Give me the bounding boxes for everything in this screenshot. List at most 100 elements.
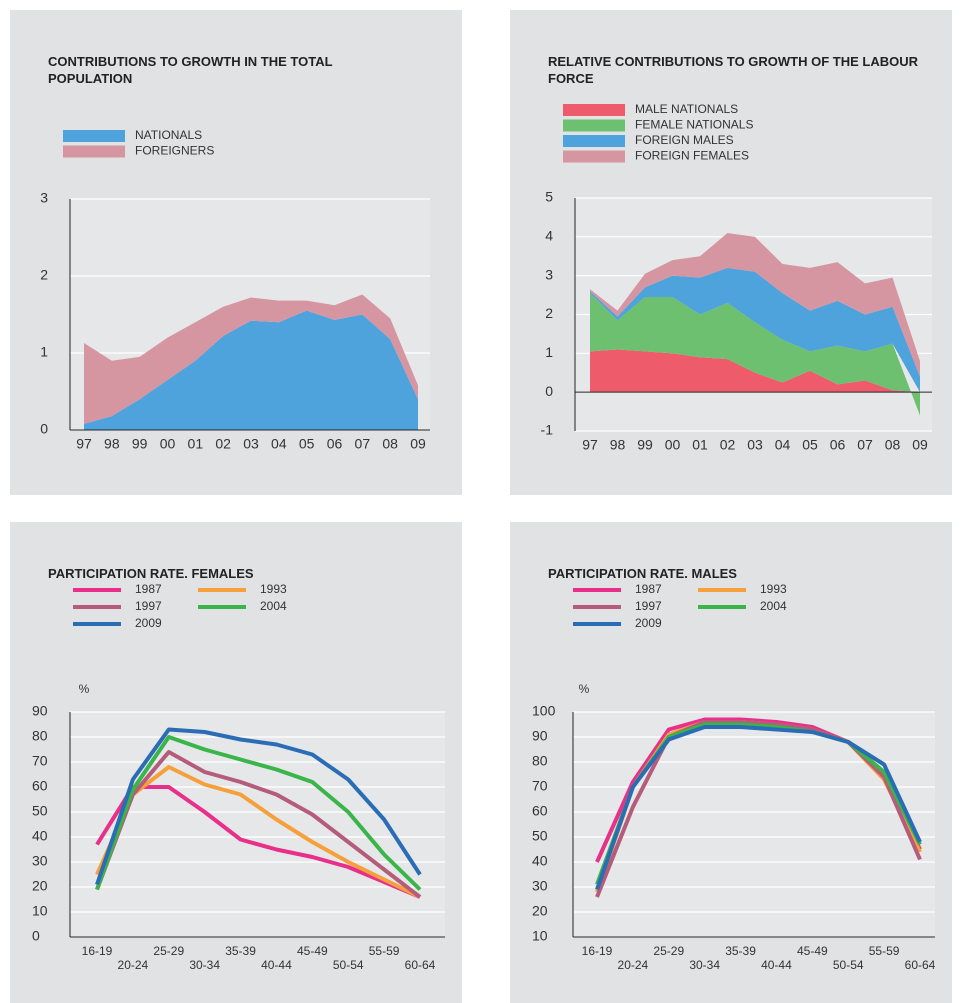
x-tick-label: 30-34 <box>189 958 220 972</box>
chart-title: RELATIVE CONTRIBUTIONS TO GROWTH OF THE … <box>548 54 919 86</box>
x-tick-label: 20-24 <box>118 958 149 972</box>
line <box>95 727 422 886</box>
x-tick-label: 98 <box>104 436 120 452</box>
area <box>590 349 920 393</box>
line <box>95 785 421 899</box>
x-tick-label: 35-39 <box>225 944 256 958</box>
x-tick-label: 04 <box>775 437 791 453</box>
y-tick-label: 100 <box>532 703 556 719</box>
x-tick-label: 05 <box>299 436 315 452</box>
legend-label: 1997 <box>635 599 662 613</box>
plot-area <box>573 712 935 937</box>
area <box>590 232 920 377</box>
y-tick-label: 80 <box>532 753 548 769</box>
area <box>590 293 920 416</box>
x-tick-label: 99 <box>637 437 653 453</box>
legend-label: 1993 <box>260 582 287 596</box>
y-tick-label: 3 <box>545 266 553 282</box>
area <box>84 294 418 424</box>
x-tick-label: 55-59 <box>369 944 400 958</box>
line <box>95 765 421 899</box>
y-tick-label: 0 <box>32 928 40 944</box>
y-tick-label: 5 <box>545 189 553 205</box>
x-tick-label: 45-49 <box>797 944 828 958</box>
y-tick-label: 10 <box>532 928 548 944</box>
y-tick-label: 30 <box>532 878 548 894</box>
x-tick-label: 25-29 <box>653 944 684 958</box>
y-tick-label: -1 <box>541 422 554 438</box>
x-tick-label: 07 <box>355 436 371 452</box>
legend-swatch <box>63 130 125 142</box>
y-tick-label: 10 <box>32 903 48 919</box>
legend-label: 2004 <box>260 599 287 613</box>
x-tick-label: 08 <box>382 436 398 452</box>
chart-title: PARTICIPATION RATE. MALES <box>548 566 737 581</box>
x-tick-label: 50-54 <box>333 958 364 972</box>
area <box>84 310 418 430</box>
x-tick-label: 03 <box>243 436 259 452</box>
y-tick-label: 3 <box>40 190 48 206</box>
x-tick-label: 25-29 <box>153 944 184 958</box>
legend-label: MALE NATIONALS <box>635 102 738 116</box>
y-axis-label: % <box>79 682 90 696</box>
x-tick-label: 97 <box>582 437 598 453</box>
x-tick-label: 01 <box>188 436 204 452</box>
y-tick-label: 50 <box>532 828 548 844</box>
line <box>595 725 922 891</box>
x-tick-label: 02 <box>720 437 736 453</box>
y-tick-label: 0 <box>545 383 553 399</box>
legend-label: 1997 <box>135 599 162 613</box>
y-tick-label: 20 <box>32 878 48 894</box>
x-tick-label: 06 <box>327 436 343 452</box>
y-tick-label: 40 <box>32 828 48 844</box>
y-tick-label: 70 <box>532 778 548 794</box>
y-tick-label: 2 <box>545 305 553 321</box>
plot-area <box>70 712 445 937</box>
legend-label: 1993 <box>760 582 787 596</box>
y-tick-label: 70 <box>32 753 48 769</box>
line <box>95 750 422 899</box>
y-tick-label: 2 <box>40 267 48 283</box>
x-tick-label: 35-39 <box>725 944 756 958</box>
x-tick-label: 97 <box>76 436 92 452</box>
x-tick-label: 09 <box>912 437 928 453</box>
x-tick-label: 40-44 <box>761 958 792 972</box>
y-tick-label: 60 <box>32 778 48 794</box>
x-tick-label: 00 <box>160 436 176 452</box>
y-tick-label: 50 <box>32 803 48 819</box>
y-tick-label: 40 <box>532 853 548 869</box>
x-tick-label: 00 <box>665 437 681 453</box>
legend-label: 1987 <box>135 582 162 596</box>
legend-label: FOREIGNERS <box>135 144 214 158</box>
legend-swatch <box>563 119 625 132</box>
legend-label: NATIONALS <box>135 128 202 142</box>
y-tick-label: 1 <box>545 344 553 360</box>
x-tick-label: 40-44 <box>261 958 292 972</box>
legend-swatch <box>63 145 125 158</box>
x-tick-label: 45-49 <box>297 944 328 958</box>
x-tick-label: 55-59 <box>869 944 900 958</box>
x-tick-label: 99 <box>132 436 148 452</box>
legend-label: FOREIGN MALES <box>635 133 734 147</box>
y-tick-label: 4 <box>545 228 553 244</box>
legend-label: FEMALE NATIONALS <box>635 118 753 132</box>
chart-title: CONTRIBUTIONS TO GROWTH IN THE TOTAL POP… <box>48 54 333 86</box>
x-tick-label: 07 <box>857 437 873 453</box>
y-tick-label: 0 <box>40 421 48 437</box>
x-tick-label: 01 <box>692 437 708 453</box>
y-tick-label: 20 <box>532 903 548 919</box>
legend-swatch <box>563 135 625 147</box>
x-tick-label: 04 <box>271 436 287 452</box>
y-tick-label: 1 <box>40 344 48 360</box>
x-tick-label: 30-34 <box>689 958 720 972</box>
y-tick-label: 60 <box>532 803 548 819</box>
legend-label: 2004 <box>760 599 787 613</box>
legend-swatch <box>563 104 625 116</box>
legend-swatch <box>563 150 625 163</box>
chart-title: PARTICIPATION RATE. FEMALES <box>48 566 254 581</box>
x-tick-label: 08 <box>885 437 901 453</box>
legend-label: 2009 <box>135 616 162 630</box>
x-tick-label: 16-19 <box>582 944 613 958</box>
x-tick-label: 60-64 <box>905 958 936 972</box>
